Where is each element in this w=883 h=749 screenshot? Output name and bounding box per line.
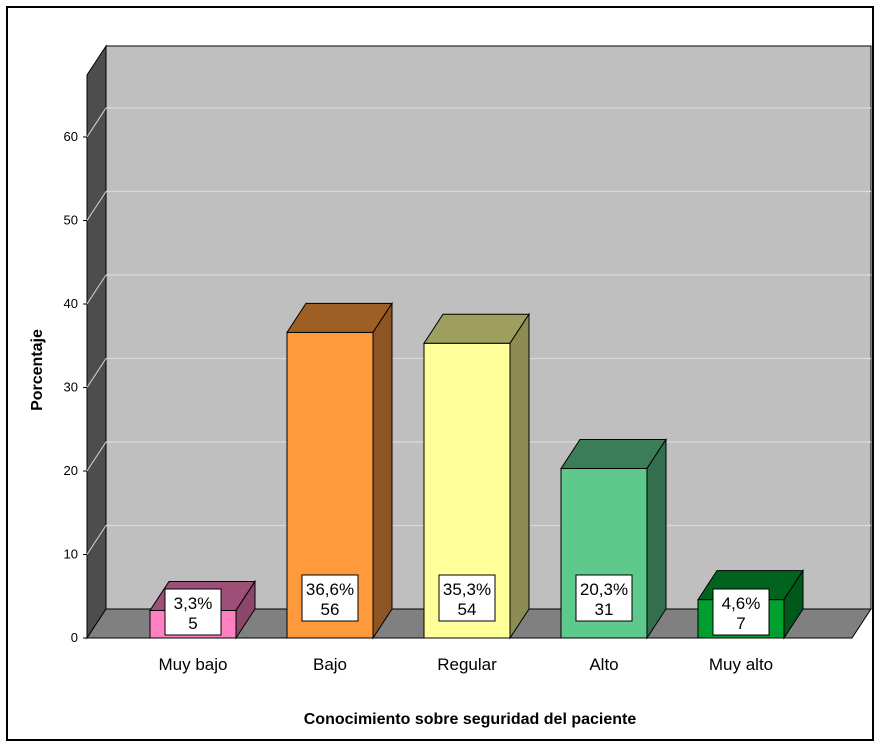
side-wall [86,44,107,640]
bars: 3,3%5 36,6%56 35,3%54 20,3%31 4,6%7 [149,301,804,640]
bar-side [509,312,530,640]
bar-muy-alto: 4,6%7 [697,568,804,640]
data-label-percent: 36,6% [306,580,354,599]
gridline-side [86,191,107,221]
gridline-side [86,274,107,305]
x-tick-label: Alto [589,655,618,674]
x-tick-label: Muy bajo [159,655,228,674]
bar-regular: 35,3%54 [423,312,530,640]
data-label-percent: 20,3% [580,580,628,599]
bar-side [235,579,256,640]
bar-side [372,301,393,640]
bar-side [783,568,804,640]
gridline-side [86,441,107,472]
data-label-box [712,588,770,636]
y-tick-label: 0 [71,630,78,645]
y-tick-label: 50 [64,213,78,228]
x-tick-label: Muy alto [709,655,773,674]
y-tick-label: 20 [64,463,78,478]
gridline-side [86,107,107,138]
x-tick-label: Bajo [313,655,347,674]
x-tick-label: Regular [437,655,497,674]
y-axis-title: Porcentaje [29,329,46,411]
data-label-box [438,574,496,622]
bar-side [646,437,667,640]
data-label-percent: 3,3% [174,594,213,613]
data-label-count: 31 [595,600,614,619]
bar-muy-bajo: 3,3%5 [149,579,256,640]
data-label-count: 54 [458,600,477,619]
data-label-count: 5 [188,614,197,633]
x-axis-title: Conocimiento sobre seguridad del pacient… [304,711,637,728]
y-tick-label: 10 [64,547,78,562]
y-tick-label: 60 [64,129,78,144]
data-label-box [301,574,359,622]
x-axis-ticks: Muy bajo Bajo Regular Alto Muy alto [159,655,774,674]
bar-bajo: 36,6%56 [286,301,393,640]
y-tick-label: 40 [64,296,78,311]
data-label-percent: 35,3% [443,580,491,599]
data-label-box [164,588,222,636]
data-label-percent: 4,6% [722,594,761,613]
data-label-count: 7 [736,614,745,633]
y-tick-label: 30 [64,380,78,395]
data-label-box [575,574,633,622]
y-axis-ticks: 0 10 20 30 40 50 60 [64,129,87,645]
gridline-side [86,525,107,555]
bar-alto: 20,3%31 [560,437,667,640]
gridline-side [86,358,107,388]
data-label-count: 56 [321,600,340,619]
